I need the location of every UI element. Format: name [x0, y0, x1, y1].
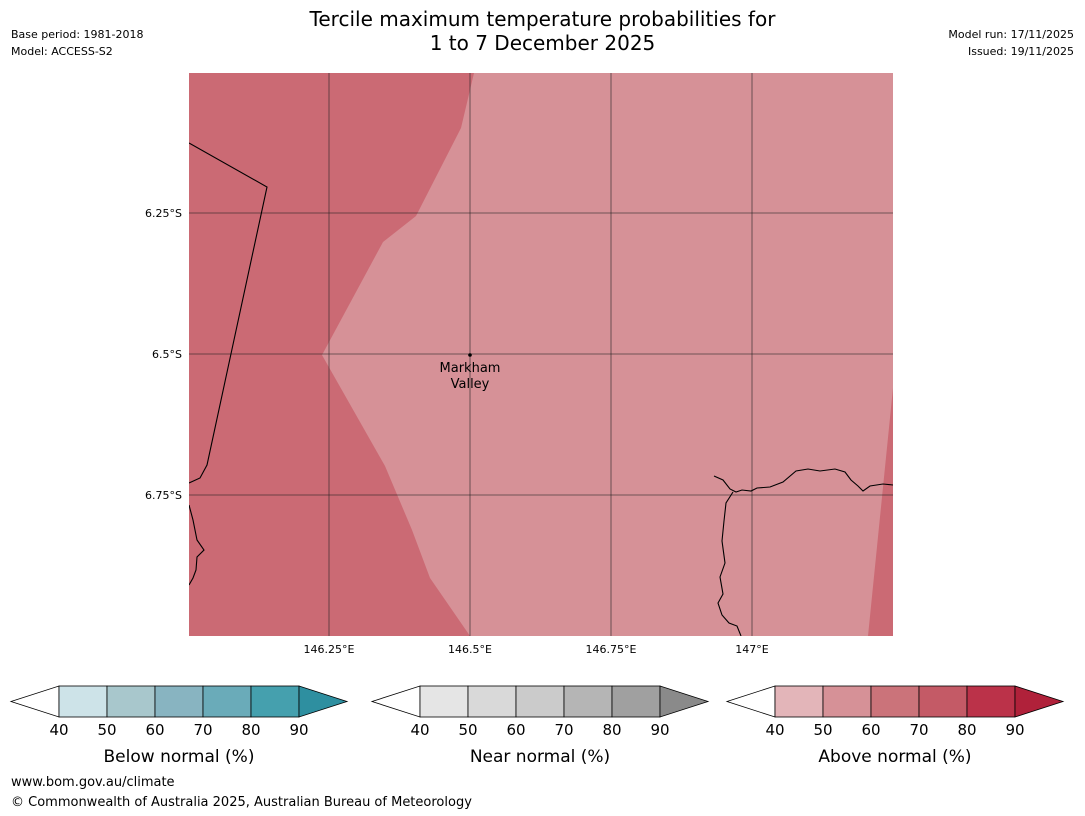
page-title: Tercile maximum temperature probabilitie… [0, 7, 1085, 55]
lon-label-146-25: 146.25°E [304, 643, 355, 656]
above-normal-under-extend [725, 685, 776, 718]
below-normal-swatch-50 [106, 685, 156, 718]
above-normal-tick-50: 50 [813, 721, 832, 739]
near-normal-swatch-80 [611, 685, 661, 718]
probability-map-figure: Markham Valley 6.25°S 6.5°S 6.75°S 146.2… [9, 73, 1065, 767]
below-normal-over-extend [298, 685, 349, 718]
province-boundary [189, 142, 268, 484]
below-normal-swatch-80 [250, 685, 300, 718]
footer-url: www.bom.gov.au/climate [11, 775, 175, 790]
issued-text: Issued: 19/11/2025 [967, 45, 1074, 58]
map-panel: Markham Valley [189, 73, 893, 636]
below-normal-tick-50: 50 [97, 721, 116, 739]
above-normal-over-extend [1014, 685, 1065, 718]
lat-label-6-75: 6.75°S [145, 489, 182, 502]
above-normal-swatch-40 [774, 685, 824, 718]
model-text: Model: ACCESS-S2 [11, 45, 113, 58]
near-normal-swatch-40 [419, 685, 469, 718]
below-normal-tick-80: 80 [241, 721, 260, 739]
above-normal-legend: 40 50 60 70 80 90 Above normal (%) [725, 685, 1065, 767]
markham-valley-marker [468, 353, 472, 357]
lon-label-146-75: 146.75°E [586, 643, 637, 656]
near-normal-label: Near normal (%) [470, 747, 610, 767]
below-normal-swatch-40 [58, 685, 108, 718]
lat-label-6-25: 6.25°S [145, 207, 182, 220]
near-normal-tick-60: 60 [506, 721, 525, 739]
legends: 40 50 60 70 80 90 Below normal (%) 40 50 60 70 80 90… [9, 685, 1065, 767]
below-normal-tick-70: 70 [193, 721, 212, 739]
near-normal-tick-70: 70 [554, 721, 573, 739]
below-normal-swatch-60 [154, 685, 204, 718]
issue-info: Model run: 17/11/2025 Issued: 19/11/2025 [948, 26, 1074, 60]
above-normal-tick-70: 70 [909, 721, 928, 739]
lat-label-6-5: 6.5°S [152, 348, 182, 361]
title-line-2: 1 to 7 December 2025 [429, 31, 656, 55]
place-label-line-2: Valley [451, 377, 490, 392]
near-normal-legend: 40 50 60 70 80 90 Near normal (%) [370, 685, 710, 767]
title-line-1: Tercile maximum temperature probabilitie… [309, 7, 776, 31]
below-normal-tick-60: 60 [145, 721, 164, 739]
lon-label-146-5: 146.5°E [448, 643, 492, 656]
latitude-labels: 6.25°S 6.5°S 6.75°S [145, 207, 182, 502]
above-normal-swatch-80 [966, 685, 1016, 718]
below-normal-label: Below normal (%) [104, 747, 255, 767]
graticule [189, 73, 893, 636]
above-normal-swatch-50 [822, 685, 872, 718]
near-normal-tick-90: 90 [650, 721, 669, 739]
above-normal-swatch-70 [918, 685, 968, 718]
below-normal-tick-40: 40 [49, 721, 68, 739]
near-normal-tick-40: 40 [410, 721, 429, 739]
footer-copyright: © Commonwealth of Australia 2025, Austra… [11, 795, 472, 810]
near-normal-over-extend [659, 685, 710, 718]
base-period-text: Base period: 1981-2018 [11, 28, 144, 41]
model-run-text: Model run: 17/11/2025 [948, 28, 1074, 41]
huon-gulf-coastline [713, 468, 893, 493]
east-coastline [717, 491, 742, 636]
place-label-line-1: Markham [440, 361, 501, 376]
near-normal-swatch-70 [563, 685, 613, 718]
below-normal-legend: 40 50 60 70 80 90 Below normal (%) [9, 685, 349, 767]
near-normal-tick-50: 50 [458, 721, 477, 739]
longitude-labels: 146.25°E 146.5°E 146.75°E 147°E [304, 643, 769, 656]
above-normal-tick-90: 90 [1005, 721, 1024, 739]
near-normal-swatch-50 [467, 685, 517, 718]
forecast-info: Base period: 1981-2018 Model: ACCESS-S2 [11, 26, 143, 60]
near-normal-under-extend [370, 685, 421, 718]
below-normal-tick-90: 90 [289, 721, 308, 739]
near-normal-swatch-60 [515, 685, 565, 718]
west-coastline [189, 504, 205, 586]
above-normal-tick-80: 80 [957, 721, 976, 739]
lon-label-147: 147°E [735, 643, 768, 656]
near-normal-tick-80: 80 [602, 721, 621, 739]
boundaries [189, 142, 893, 636]
above-normal-swatch-60 [870, 685, 920, 718]
below-normal-under-extend [9, 685, 60, 718]
below-normal-swatch-70 [202, 685, 252, 718]
above-normal-label: Above normal (%) [818, 747, 971, 767]
above-normal-tick-40: 40 [765, 721, 784, 739]
above-normal-tick-60: 60 [861, 721, 880, 739]
